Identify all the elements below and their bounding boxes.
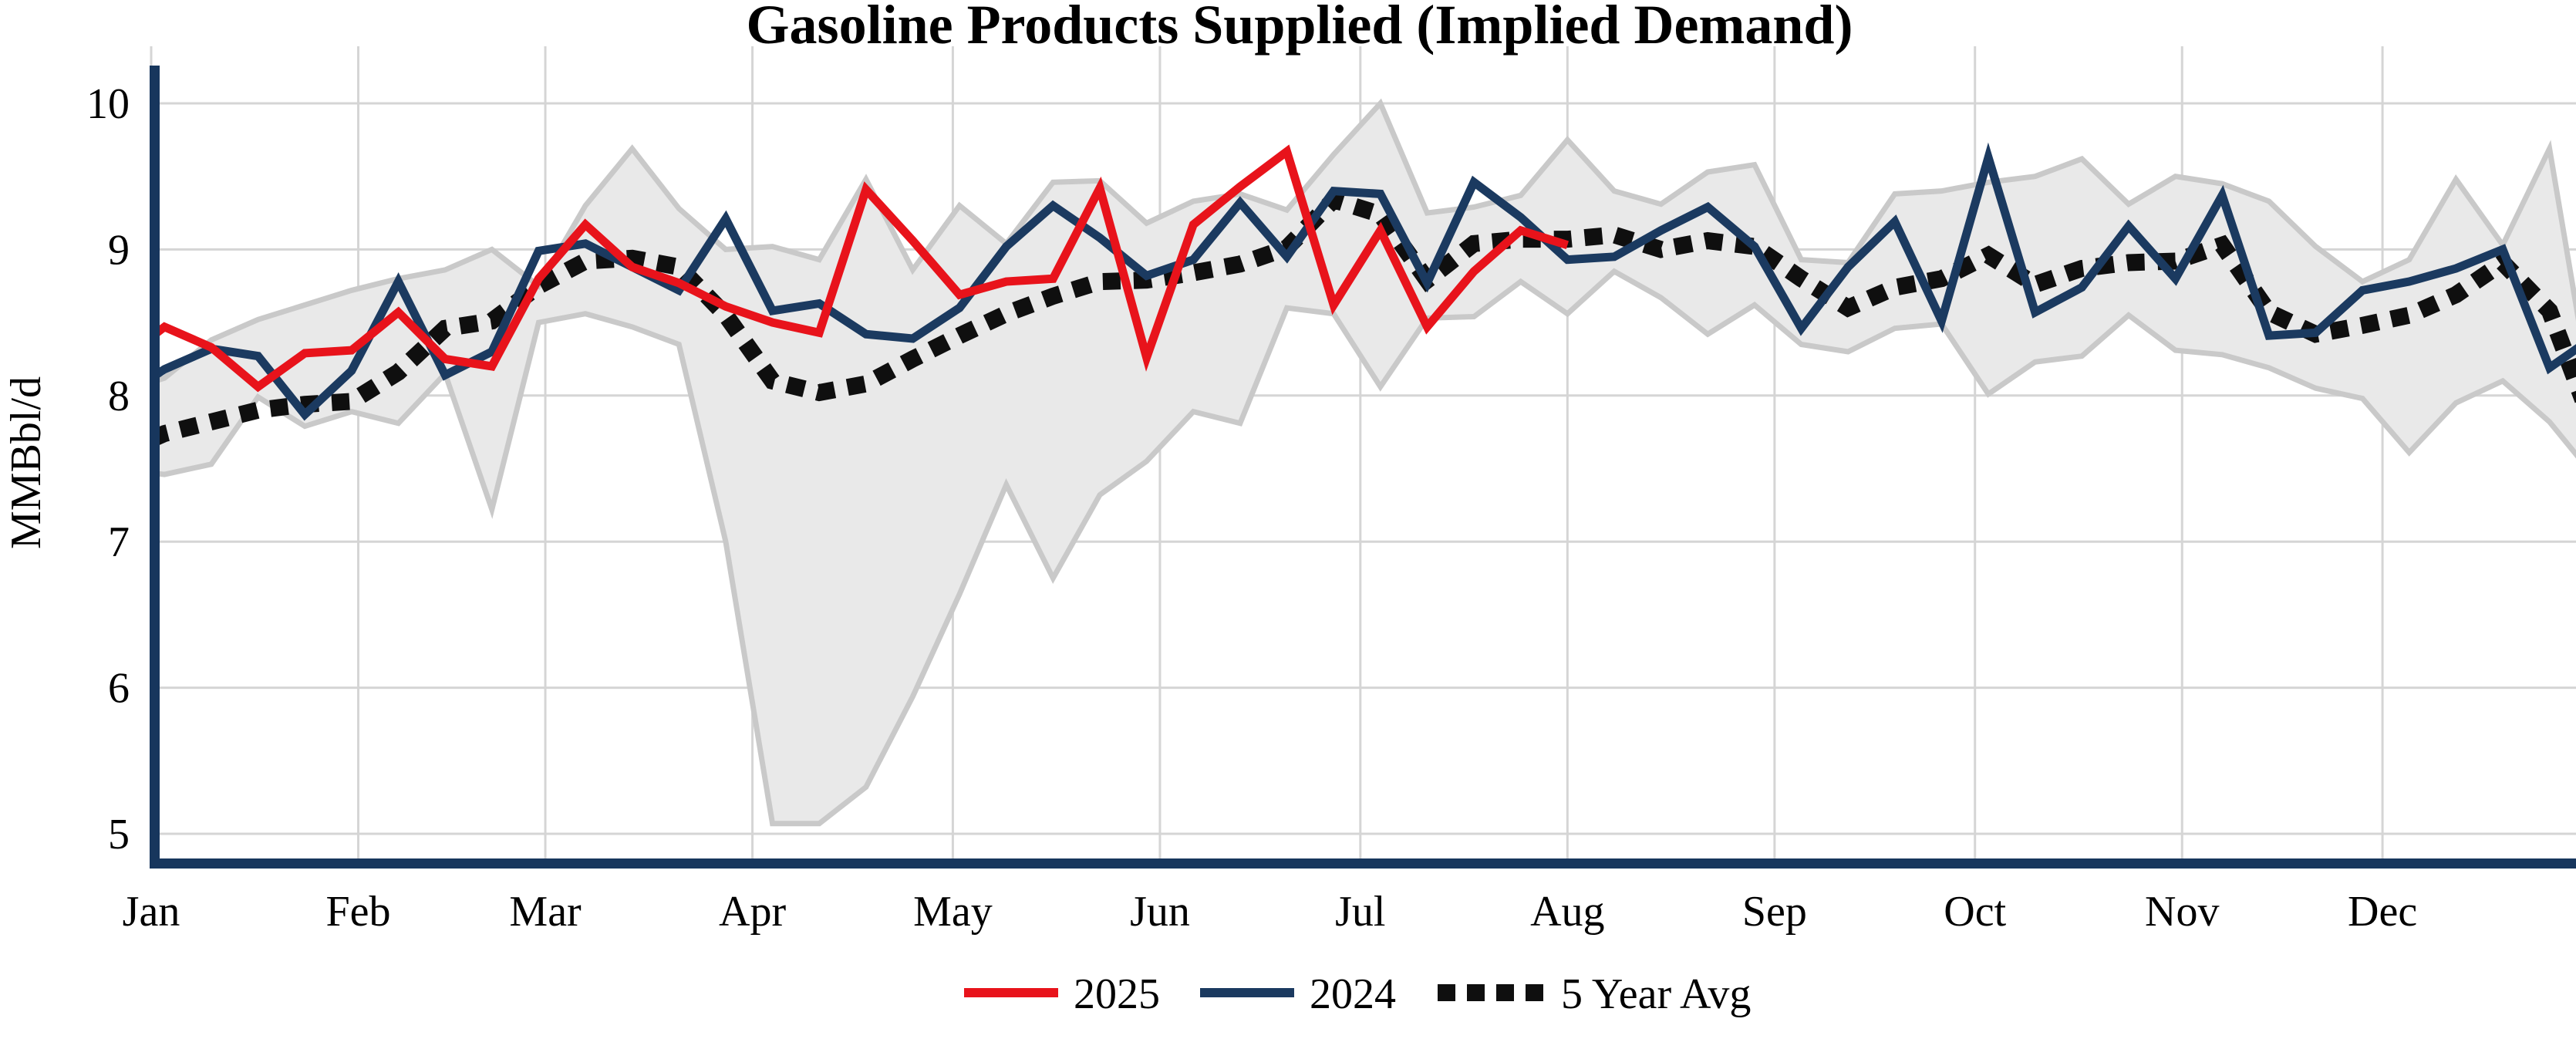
legend: 2025 2024 5 Year Avg <box>964 970 1751 1018</box>
y-axis-label: MMBbl/d <box>2 376 50 549</box>
x-tick-label-Jan: Jan <box>123 888 180 936</box>
x-tick-label-Feb: Feb <box>326 888 391 936</box>
legend-label-5-year-avg: 5 Year Avg <box>1561 970 1751 1018</box>
x-tick-label-Oct: Oct <box>1944 888 2006 936</box>
y-axis-line <box>150 66 160 869</box>
y-tick-label-8: 8 <box>108 373 130 420</box>
series-line-5-year-avg <box>154 190 2576 447</box>
band-lower-edge <box>154 268 2576 827</box>
legend-item-5-year-avg: 5 Year Avg <box>1438 970 1751 1018</box>
band-upper-edge <box>154 98 2576 385</box>
x-tick-label-Dec: Dec <box>2348 888 2417 936</box>
y-tick-label-10: 10 <box>86 80 130 128</box>
x-tick-label-Mar: Mar <box>509 888 582 936</box>
x-axis-line <box>150 858 2576 869</box>
x-tick-label-May: May <box>913 888 993 936</box>
series-line-2025 <box>154 144 1569 393</box>
chart-title: Gasoline Products Supplied (Implied Dema… <box>747 0 1853 56</box>
x-axis-ticks: Jan Feb Mar Apr May Jun Jul Aug Sep Oct Nov Dec <box>123 888 2418 936</box>
y-tick-label-6: 6 <box>108 665 130 713</box>
x-tick-label-Jun: Jun <box>1130 888 1190 936</box>
y-axis-ticks: 5 6 7 8 9 10 <box>86 80 130 858</box>
plot-area <box>154 98 2576 827</box>
legend-item-2024: 2024 <box>1200 970 1396 1018</box>
y-tick-label-9: 9 <box>108 226 130 274</box>
x-tick-label-Nov: Nov <box>2145 888 2219 936</box>
x-tick-label-Apr: Apr <box>719 888 786 936</box>
legend-item-2025: 2025 <box>964 970 1160 1018</box>
series-line-2024 <box>154 142 2576 421</box>
x-tick-label-Jul: Jul <box>1335 888 1385 936</box>
legend-label-2025: 2025 <box>1074 970 1160 1018</box>
legend-label-2024: 2024 <box>1310 970 1396 1018</box>
y-tick-label-7: 7 <box>108 518 130 566</box>
y-tick-label-5: 5 <box>108 811 130 858</box>
x-tick-label-Sep: Sep <box>1742 888 1807 936</box>
x-tick-label-Aug: Aug <box>1530 888 1604 936</box>
